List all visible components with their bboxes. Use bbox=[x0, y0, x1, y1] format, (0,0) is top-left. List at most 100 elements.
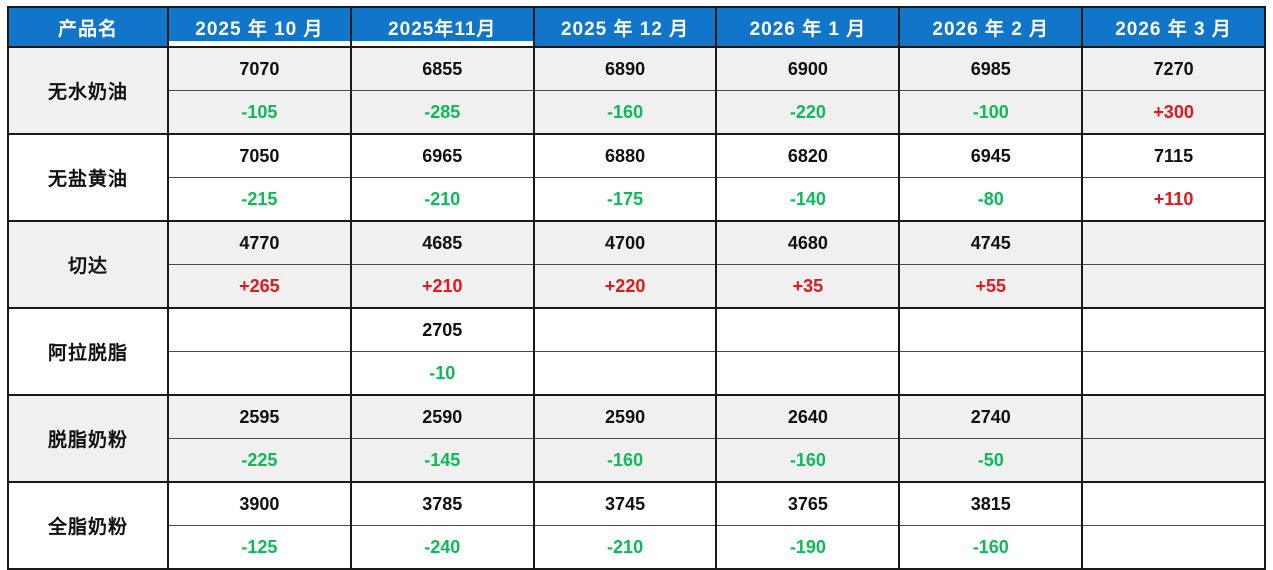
change-cell: -240 bbox=[349, 525, 535, 570]
table-body: 无水奶油 7070 6855 6890 6900 6985 7270 -105 -285 -160… bbox=[7, 47, 1266, 570]
change-cell: +110 bbox=[1081, 177, 1266, 222]
change-cell: -50 bbox=[898, 438, 1084, 483]
price-cell: 2595 bbox=[167, 395, 352, 439]
column-header-month: 2026 年 2 月 bbox=[898, 7, 1084, 48]
price-cell: 3815 bbox=[898, 482, 1084, 526]
change-cell bbox=[1081, 264, 1266, 309]
change-cell: -160 bbox=[715, 438, 901, 483]
header-row: 产品名 2025 年 10 月 2025年11月 2025 年 12 月 2026 年… bbox=[7, 7, 1266, 48]
price-cell: 6855 bbox=[349, 47, 535, 91]
change-cell: +300 bbox=[1081, 90, 1266, 135]
price-cell: 3765 bbox=[715, 482, 901, 526]
price-cell bbox=[1081, 395, 1266, 439]
change-cell bbox=[1081, 438, 1266, 483]
change-cell: -210 bbox=[532, 525, 718, 570]
price-cell: 2640 bbox=[715, 395, 901, 439]
product-name: 无水奶油 bbox=[7, 47, 169, 135]
price-cell: 3745 bbox=[532, 482, 718, 526]
change-cell: -220 bbox=[715, 90, 901, 135]
price-cell: 4745 bbox=[898, 221, 1084, 265]
column-header-month: 2025 年 10 月 bbox=[167, 7, 352, 48]
price-cell bbox=[1081, 308, 1266, 352]
product-name: 切达 bbox=[7, 221, 169, 309]
price-cell: 6965 bbox=[349, 134, 535, 178]
change-cell: +55 bbox=[898, 264, 1084, 309]
change-cell: -100 bbox=[898, 90, 1084, 135]
change-cell: -215 bbox=[167, 177, 352, 222]
price-cell bbox=[532, 308, 718, 352]
price-cell bbox=[1081, 221, 1266, 265]
change-cell: -80 bbox=[898, 177, 1084, 222]
price-cell: 2590 bbox=[349, 395, 535, 439]
price-cell: 6985 bbox=[898, 47, 1084, 91]
table-row-change: -225 -145 -160 -160 -50 bbox=[8, 438, 1266, 483]
change-cell bbox=[1081, 351, 1266, 396]
column-header-month: 2025年11月 bbox=[349, 7, 535, 48]
price-cell: 7270 bbox=[1081, 47, 1266, 91]
table-row-change: -125 -240 -210 -190 -160 bbox=[8, 525, 1266, 570]
price-cell: 7050 bbox=[167, 134, 352, 178]
change-cell: -190 bbox=[715, 525, 901, 570]
change-cell: -160 bbox=[898, 525, 1084, 570]
change-cell: -105 bbox=[167, 90, 352, 135]
table-row-change: -10 bbox=[8, 351, 1266, 396]
price-cell bbox=[1081, 482, 1266, 526]
price-cell: 4770 bbox=[167, 221, 352, 265]
price-cell: 7070 bbox=[167, 47, 352, 91]
change-cell bbox=[898, 351, 1084, 396]
table-row-price: 阿拉脱脂 2705 bbox=[7, 308, 1266, 396]
price-cell: 6880 bbox=[532, 134, 718, 178]
product-name-header: 产品名 bbox=[7, 7, 169, 48]
price-cell bbox=[167, 308, 352, 352]
change-cell: +220 bbox=[532, 264, 718, 309]
price-cell: 3785 bbox=[349, 482, 535, 526]
product-name: 阿拉脱脂 bbox=[7, 308, 169, 396]
price-cell bbox=[715, 308, 901, 352]
change-cell: -140 bbox=[715, 177, 901, 222]
price-cell: 4700 bbox=[532, 221, 718, 265]
product-name: 全脂奶粉 bbox=[7, 482, 169, 570]
change-cell bbox=[715, 351, 901, 396]
change-cell bbox=[532, 351, 718, 396]
change-cell: -160 bbox=[532, 438, 718, 483]
column-header-month: 2026 年 3 月 bbox=[1081, 7, 1266, 48]
price-cell: 2590 bbox=[532, 395, 718, 439]
price-cell: 6820 bbox=[715, 134, 901, 178]
price-cell: 2740 bbox=[898, 395, 1084, 439]
change-cell: -10 bbox=[349, 351, 535, 396]
change-cell: -285 bbox=[349, 90, 535, 135]
table-header: 产品名 2025 年 10 月 2025年11月 2025 年 12 月 2026 年… bbox=[7, 7, 1266, 48]
price-cell: 6890 bbox=[532, 47, 718, 91]
change-cell: +210 bbox=[349, 264, 535, 309]
price-table: 产品名 2025 年 10 月 2025年11月 2025 年 12 月 2026 年… bbox=[7, 6, 1266, 570]
price-cell: 4680 bbox=[715, 221, 901, 265]
change-cell bbox=[167, 351, 352, 396]
change-cell: +265 bbox=[167, 264, 352, 309]
price-cell: 2705 bbox=[349, 308, 535, 352]
price-table-container: 产品名 2025 年 10 月 2025年11月 2025 年 12 月 2026 年… bbox=[7, 6, 1266, 570]
product-name: 无盐黄油 bbox=[7, 134, 169, 222]
change-cell bbox=[1081, 525, 1266, 570]
price-cell: 6945 bbox=[898, 134, 1084, 178]
price-cell: 7115 bbox=[1081, 134, 1266, 178]
price-cell: 3900 bbox=[167, 482, 352, 526]
change-cell: -125 bbox=[167, 525, 352, 570]
column-header-month: 2026 年 1 月 bbox=[715, 7, 901, 48]
price-cell bbox=[898, 308, 1084, 352]
change-cell: -175 bbox=[532, 177, 718, 222]
change-cell: -145 bbox=[349, 438, 535, 483]
table-row-change: -105 -285 -160 -220 -100 +300 bbox=[8, 90, 1266, 135]
change-cell: -210 bbox=[349, 177, 535, 222]
change-cell: -225 bbox=[167, 438, 352, 483]
table-row-price: 无水奶油 7070 6855 6890 6900 6985 7270 bbox=[7, 47, 1266, 135]
table-row-price: 脱脂奶粉 2595 2590 2590 2640 2740 bbox=[7, 395, 1266, 483]
change-cell: -160 bbox=[532, 90, 718, 135]
price-cell: 6900 bbox=[715, 47, 901, 91]
table-row-price: 全脂奶粉 3900 3785 3745 3765 3815 bbox=[7, 482, 1266, 570]
table-row-change: -215 -210 -175 -140 -80 +110 bbox=[8, 177, 1266, 222]
table-row-price: 无盐黄油 7050 6965 6880 6820 6945 7115 bbox=[7, 134, 1266, 222]
column-header-month: 2025 年 12 月 bbox=[532, 7, 718, 48]
change-cell: +35 bbox=[715, 264, 901, 309]
table-row-change: +265 +210 +220 +35 +55 bbox=[8, 264, 1266, 309]
price-cell: 4685 bbox=[349, 221, 535, 265]
